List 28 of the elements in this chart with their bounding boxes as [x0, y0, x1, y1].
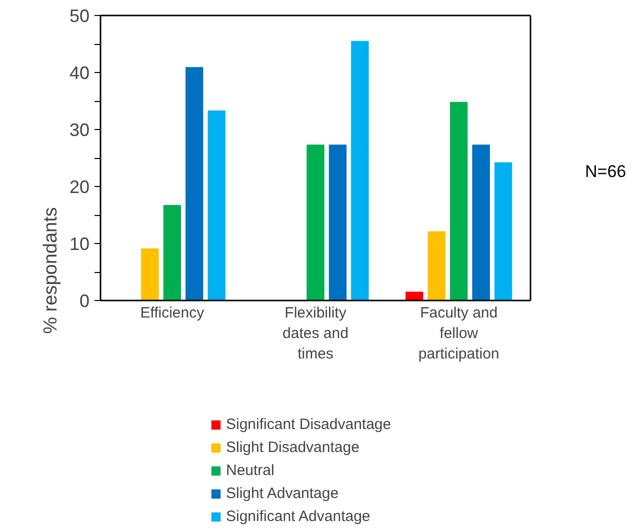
x-tick-label: Flexibility dates and times: [282, 304, 348, 362]
bar: [328, 144, 347, 301]
legend-label: Significant Advantage: [226, 508, 370, 525]
bar: [351, 40, 369, 301]
y-axis-title: % respondants: [40, 207, 62, 334]
bar: [494, 162, 512, 301]
bar: [450, 102, 468, 301]
bar: [163, 205, 182, 301]
legend-label: Slight Advantage: [226, 485, 339, 502]
y-tick-label: 50: [69, 6, 90, 26]
bar: [306, 144, 324, 301]
text: N=66: [585, 161, 626, 183]
bar: [141, 248, 159, 301]
legend-label: Significant Disadvantage: [226, 416, 392, 433]
x-tick-label: Efficiency: [140, 304, 205, 322]
bar: [406, 292, 424, 301]
legend-label: Neutral: [226, 462, 274, 479]
y-tick-label: 30: [69, 120, 90, 140]
bar: [472, 144, 490, 301]
bar: [428, 231, 446, 301]
y-tick-label: 40: [69, 63, 90, 83]
bar: [208, 110, 226, 301]
x-tick-label: Faculty and fellow participation: [418, 304, 500, 362]
legend-label: Slight Disadvantage: [226, 439, 360, 456]
y-tick-label: 10: [69, 234, 90, 254]
y-tick-label: 0: [79, 291, 90, 311]
y-tick-label: 20: [69, 177, 90, 197]
bar: [186, 67, 204, 301]
